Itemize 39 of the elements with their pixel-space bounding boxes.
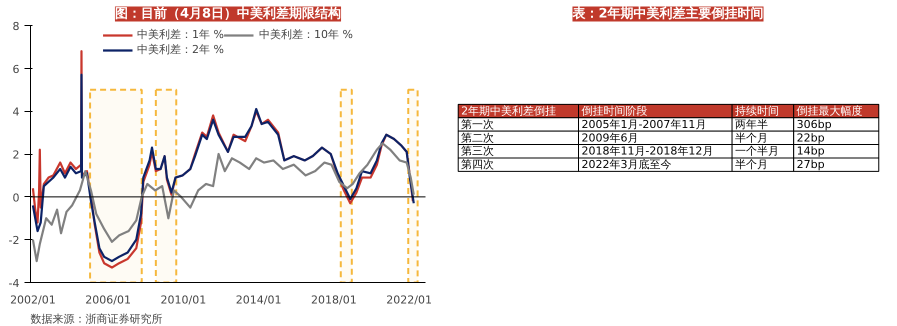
text: 2018年11月-2018年12月	[581, 144, 714, 158]
source-note: 数据来源：浙商证券研究所	[30, 312, 162, 326]
legend-label: 中美利差：1年 %	[137, 27, 224, 42]
text: 半个月	[734, 158, 768, 172]
category-label: 倒挂时间阶段	[581, 104, 648, 118]
text: 2022年3月底至今	[581, 158, 672, 172]
y-tick-label: 2	[12, 148, 20, 162]
category-label: 倒挂最大幅度	[796, 104, 863, 118]
x-tick-label: 2014/01	[236, 294, 282, 306]
text: 2005年1月-2007年11月	[581, 118, 706, 131]
y-tick-label: 0	[12, 191, 20, 204]
x-tick-label: 2002/01	[10, 294, 56, 306]
legend-label: 中美利差：2年 %	[137, 42, 224, 57]
category-label: 第四次	[461, 158, 494, 172]
text: 2009年6月	[581, 131, 638, 144]
y-tick-label: 6	[12, 62, 20, 76]
x-tick-label: 2010/01	[160, 294, 206, 306]
text: 半个月	[734, 131, 768, 144]
x-tick-label: 2022/01	[386, 294, 432, 306]
text: 306bp	[796, 118, 832, 131]
text: 22bp	[796, 131, 825, 144]
x-tick-label: 2006/01	[85, 294, 132, 306]
y-tick-label: 8	[12, 20, 20, 33]
legend-label: 中美利差：10年 %	[259, 27, 353, 42]
category-label: 第一次	[461, 118, 494, 131]
text: 一个半月	[734, 144, 779, 158]
chart-title: 图：目前（4月8日）中美利差期限结构	[114, 6, 342, 22]
text: 14bp	[796, 144, 825, 158]
y-tick-label: -4	[8, 277, 20, 290]
category-label: 2年期中美利差倒挂	[461, 104, 556, 118]
text: 两年半	[734, 118, 768, 131]
text: 表：2年期中美利差主要倒挂时间	[571, 6, 764, 22]
category-label: 第二次	[461, 131, 494, 144]
y-tick-label: -2	[8, 234, 20, 248]
category-label: 持续时间	[734, 104, 779, 118]
y-tick-label: 4	[12, 106, 20, 119]
text: 27bp	[796, 158, 825, 172]
x-tick-label: 2018/01	[311, 294, 357, 306]
category-label: 第三次	[461, 144, 494, 158]
